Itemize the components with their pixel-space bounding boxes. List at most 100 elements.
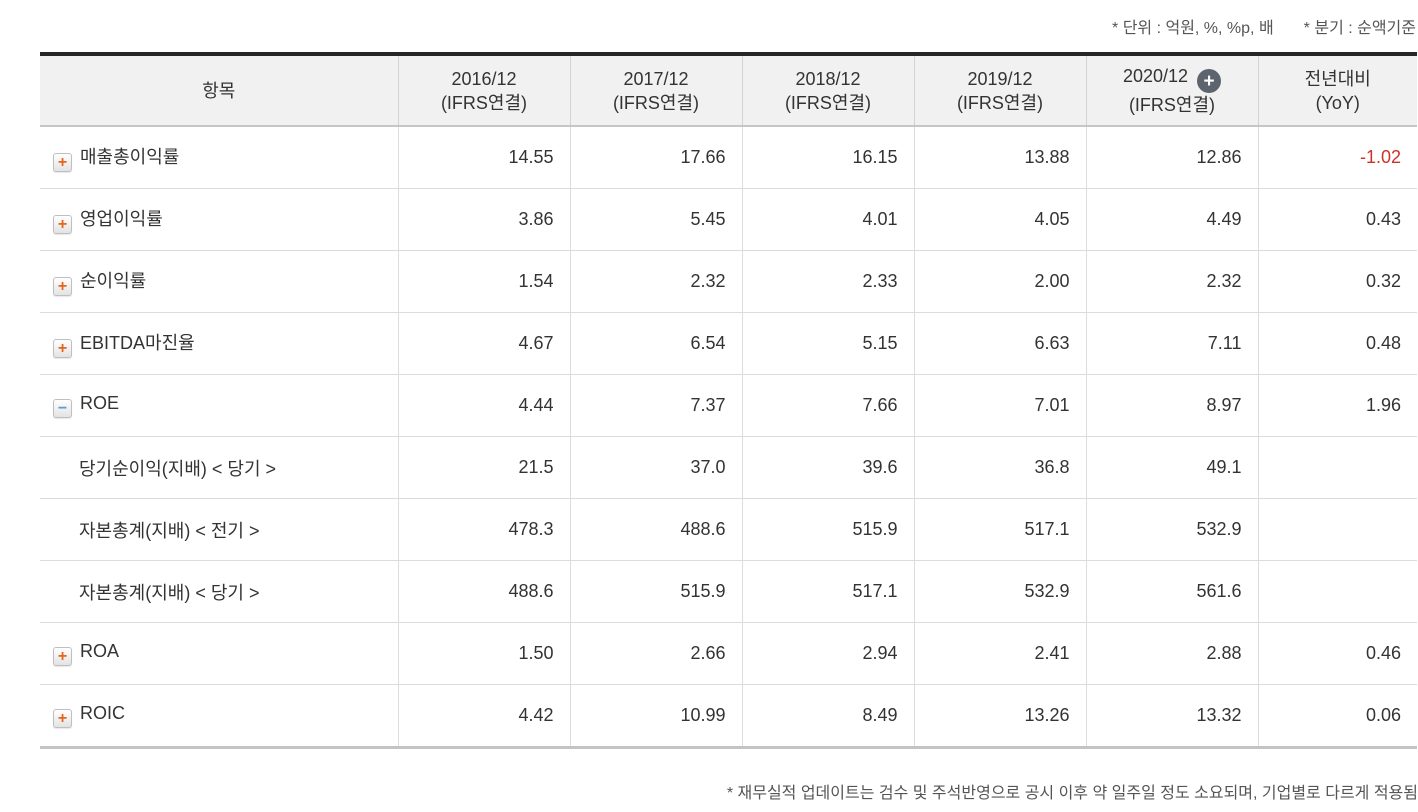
value-cell: 14.55: [397, 126, 570, 189]
period-label: 2017/12: [623, 68, 689, 89]
value-cell: 5.45: [569, 188, 742, 251]
value-cell: 2.66: [569, 622, 742, 685]
value-cell: 517.1: [913, 498, 1086, 561]
metric-label-cell: + 영업이익률: [40, 188, 398, 251]
period-label: 2020/12 +: [1087, 64, 1258, 94]
metric-label-cell: − ROE: [40, 374, 398, 437]
yoy-cell: 0.43: [1257, 188, 1417, 251]
period-label: 2016/12: [451, 68, 517, 89]
value-cell: 532.9: [913, 560, 1086, 623]
row-net-income-controlling-current: 당기순이익(지배) < 당기 > 21.5 37.0 39.6 36.8 49.…: [40, 436, 1417, 499]
metric-label: 자본총계(지배) < 전기 >: [79, 520, 260, 541]
expand-toggle-button[interactable]: +: [53, 339, 72, 359]
row-roic: + ROIC 4.42 10.99 8.49 13.26 13.32 0.06: [40, 684, 1417, 748]
expand-toggle-button[interactable]: +: [53, 153, 72, 173]
header-row: 항목 2016/12 (IFRS연결) 2017/12 (IFRS연결) 201…: [40, 54, 1417, 127]
expand-toggle-button[interactable]: +: [53, 277, 72, 297]
add-column-plus-icon[interactable]: +: [1197, 69, 1222, 94]
value-cell: 10.99: [569, 684, 742, 748]
expand-toggle-button[interactable]: +: [53, 215, 72, 235]
metric-label: 자본총계(지배) < 당기 >: [79, 582, 260, 603]
metric-label-cell: 자본총계(지배) < 당기 >: [40, 560, 398, 623]
yoy-cell: 0.32: [1257, 250, 1417, 313]
period-label: 전년대비: [1304, 68, 1371, 89]
value-cell: 2.88: [1085, 622, 1258, 685]
value-cell: 1.54: [397, 250, 570, 313]
value-cell: 478.3: [397, 498, 570, 561]
column-header-2018-12: 2018/12 (IFRS연결): [741, 54, 914, 127]
metric-label-cell: + ROA: [40, 622, 398, 685]
column-header-2016-12: 2016/12 (IFRS연결): [397, 54, 570, 127]
yoy-cell: 1.96: [1257, 374, 1417, 437]
row-total-equity-controlling-previous: 자본총계(지배) < 전기 > 478.3 488.6 515.9 517.1 …: [40, 498, 1417, 561]
value-cell: 2.41: [913, 622, 1086, 685]
value-cell: 13.88: [913, 126, 1086, 189]
value-cell: 39.6: [741, 436, 914, 499]
table-header: 항목 2016/12 (IFRS연결) 2017/12 (IFRS연결) 201…: [40, 54, 1417, 127]
metric-label-cell: + 매출총이익률: [40, 126, 398, 189]
value-cell: 36.8: [913, 436, 1086, 499]
metric-label: ROE: [80, 392, 120, 413]
metric-label-cell: + EBITDA마진율: [40, 312, 398, 375]
metric-label-cell: + ROIC: [40, 684, 398, 748]
metric-label-cell: 자본총계(지배) < 전기 >: [40, 498, 398, 561]
value-cell: 2.32: [569, 250, 742, 313]
value-cell: 13.26: [913, 684, 1086, 748]
metric-label: 순이익률: [80, 270, 147, 291]
value-cell: 17.66: [569, 126, 742, 189]
row-roe: − ROE 4.44 7.37 7.66 7.01 8.97 1.96: [40, 374, 1417, 437]
yoy-cell: [1257, 436, 1417, 499]
metric-label-cell: + 순이익률: [40, 250, 398, 313]
row-ebitda-margin: + EBITDA마진율 4.67 6.54 5.15 6.63 7.11 0.48: [40, 312, 1417, 375]
top-notes: * 단위 : 억원, %, %p, 배 * 분기 : 순액기준: [1112, 14, 1416, 38]
financial-ratios-table: 항목 2016/12 (IFRS연결) 2017/12 (IFRS연결) 201…: [40, 52, 1417, 749]
row-roa: + ROA 1.50 2.66 2.94 2.41 2.88 0.46: [40, 622, 1417, 685]
table-body: + 매출총이익률 14.55 17.66 16.15 13.88 12.86 -1…: [40, 126, 1417, 748]
row-operating-margin: + 영업이익률 3.86 5.45 4.01 4.05 4.49 0.43: [40, 188, 1417, 251]
value-cell: 7.11: [1085, 312, 1258, 375]
value-cell: 37.0: [569, 436, 742, 499]
value-cell: 8.97: [1085, 374, 1258, 437]
yoy-cell: [1257, 498, 1417, 561]
value-cell: 2.00: [913, 250, 1086, 313]
value-cell: 532.9: [1085, 498, 1258, 561]
value-cell: 12.86: [1085, 126, 1258, 189]
standard-label: (IFRS연결): [784, 92, 872, 113]
value-cell: 4.01: [741, 188, 914, 251]
column-header-yoy: 전년대비 (YoY): [1257, 54, 1417, 127]
expand-toggle-button[interactable]: +: [53, 647, 72, 667]
value-cell: 21.5: [397, 436, 570, 499]
metric-label: ROA: [80, 640, 120, 661]
standard-label: (IFRS연결): [1128, 95, 1216, 116]
metric-label: 당기순이익(지배) < 당기 >: [79, 458, 277, 479]
value-cell: 515.9: [741, 498, 914, 561]
yoy-cell: 0.48: [1257, 312, 1417, 375]
value-cell: 561.6: [1085, 560, 1258, 623]
standard-label: (IFRS연결): [956, 92, 1044, 113]
row-net-margin: + 순이익률 1.54 2.32 2.33 2.00 2.32 0.32: [40, 250, 1417, 313]
value-cell: 49.1: [1085, 436, 1258, 499]
metric-label: EBITDA마진율: [80, 332, 195, 353]
collapse-toggle-button[interactable]: −: [53, 399, 72, 419]
value-cell: 515.9: [569, 560, 742, 623]
expand-toggle-button[interactable]: +: [53, 709, 72, 729]
update-footnote: * 재무실적 업데이트는 검수 및 주석반영으로 공시 이후 약 일주일 정도 …: [726, 785, 1418, 802]
basis-note: * 분기 : 순액기준: [1303, 20, 1416, 37]
metric-label: 매출총이익률: [80, 146, 180, 167]
metric-label: 영업이익률: [80, 208, 163, 229]
column-header-item: 항목: [40, 54, 398, 127]
row-total-equity-controlling-current: 자본총계(지배) < 당기 > 488.6 515.9 517.1 532.9 …: [40, 560, 1417, 623]
value-cell: 3.86: [397, 188, 570, 251]
yoy-cell: 0.46: [1257, 622, 1417, 685]
standard-label: (YoY): [1315, 92, 1360, 113]
value-cell: 13.32: [1085, 684, 1258, 748]
value-cell: 7.66: [741, 374, 914, 437]
value-cell: 6.63: [913, 312, 1086, 375]
yoy-cell: [1257, 560, 1417, 623]
standard-label: (IFRS연결): [612, 92, 700, 113]
column-header-2017-12: 2017/12 (IFRS연결): [569, 54, 742, 127]
value-cell: 16.15: [741, 126, 914, 189]
value-cell: 488.6: [397, 560, 570, 623]
column-header-2020-12: 2020/12 + (IFRS연결): [1085, 54, 1258, 127]
